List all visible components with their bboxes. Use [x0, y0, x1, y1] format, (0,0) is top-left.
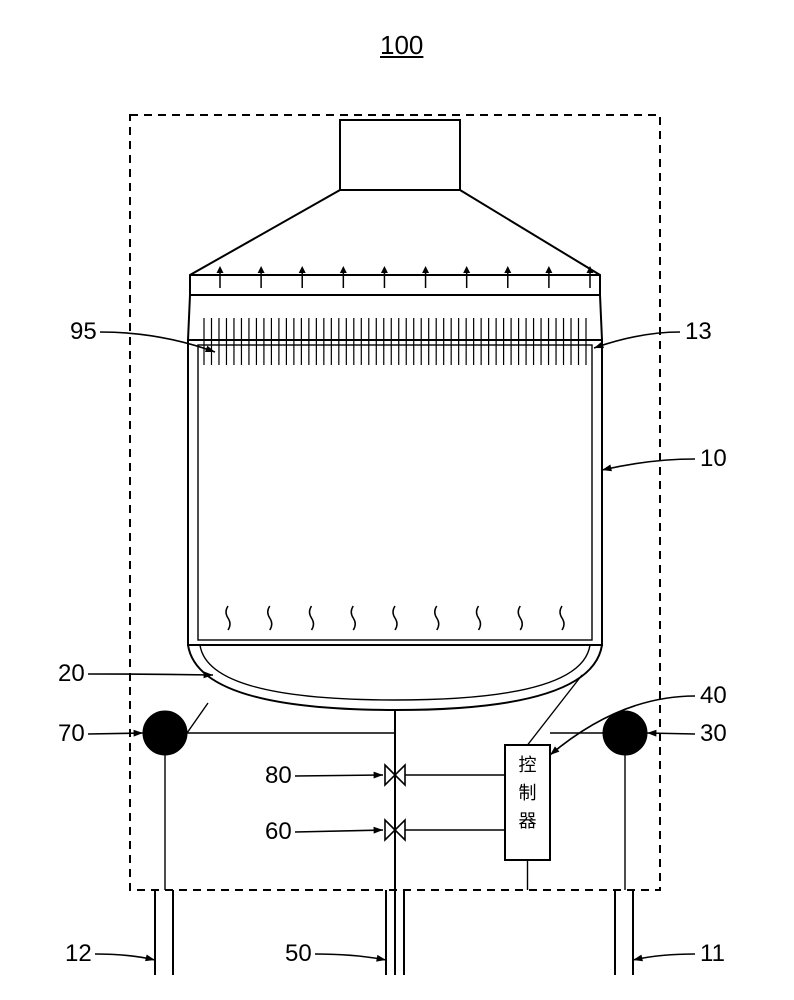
label-11: 11: [700, 940, 725, 968]
label-70: 70: [58, 720, 85, 748]
diagram-canvas: 100 控制器 95 13 10 20 70 40 30 80 60 12 50…: [0, 0, 794, 1000]
label-12: 12: [65, 940, 92, 968]
svg-text:控制器: 控制器: [519, 755, 537, 831]
diagram-svg: 控制器: [0, 0, 794, 1000]
label-40: 40: [700, 682, 727, 710]
figure-title: 100: [380, 30, 423, 61]
label-95: 95: [70, 318, 97, 346]
label-50: 50: [285, 940, 312, 968]
label-13: 13: [685, 318, 712, 346]
label-30: 30: [700, 720, 727, 748]
label-10: 10: [700, 445, 727, 473]
label-80: 80: [265, 762, 292, 790]
label-60: 60: [265, 818, 292, 846]
label-20: 20: [58, 660, 85, 688]
